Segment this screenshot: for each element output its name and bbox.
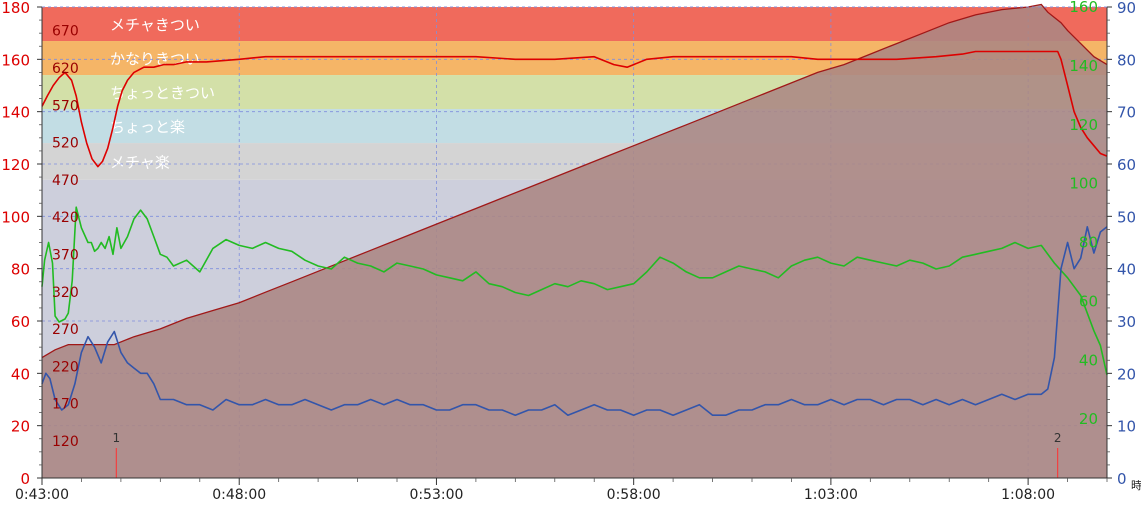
series-line-2 [41,206,1108,376]
lap-label-1: 1 [112,431,120,445]
left-inner-tick-label: 370 [52,248,79,264]
left-inner-tick-label: 670 [52,24,79,40]
area-outline [41,3,1108,359]
zone-label-1: メチャきつい [110,16,200,34]
area-series [41,3,1108,479]
right-inner-tick-label: 40 [1079,351,1098,369]
right-tick-label: 80 [1117,51,1136,69]
right-inner-tick-label: 80 [1079,234,1098,252]
right-inner-tick-label: 120 [1069,116,1098,134]
lap-label-2: 2 [1054,431,1062,445]
left-tick-label: 120 [1,156,30,174]
left-tick-label: 80 [11,261,30,279]
right-inner-tick-label: 100 [1069,175,1098,193]
x-tick-label: 0:58:00 [607,487,661,503]
right-tick-label: 20 [1117,365,1136,383]
x-tick-label: 0:43:00 [15,487,69,503]
right-tick-label: 40 [1117,261,1136,279]
zone-label-4: ちょっと楽 [110,118,185,136]
right-tick-label: 30 [1117,313,1136,331]
left-inner-tick-label: 270 [52,322,79,338]
left-inner-tick-label: 420 [52,210,79,226]
left-inner-tick-label: 220 [52,359,79,375]
right-inner-tick-label: 140 [1069,57,1098,75]
x-tick-label: 1:03:00 [804,487,858,503]
left-tick-label: 0 [20,470,30,488]
left-tick-label: 60 [11,313,30,331]
left-tick-label: 140 [1,104,30,122]
left-inner-tick-label: 620 [52,61,79,77]
series-line-1 [41,50,1108,168]
right-inner-tick-label: 60 [1079,292,1098,310]
right-tick-label: 50 [1117,208,1136,226]
right-tick-label: 0 [1117,470,1127,488]
right-tick-label: 60 [1117,156,1136,174]
area-fill [42,4,1107,479]
left-inner-tick-label: 470 [52,173,79,189]
left-tick-label: 160 [1,51,30,69]
right-tick-label: 90 [1117,0,1136,17]
x-tick-label: 0:48:00 [212,487,266,503]
zone-label-3: ちょっときつい [110,84,215,102]
zone-label-5: メチャ楽 [110,153,170,171]
line-series [41,50,1108,416]
left-inner-tick-label: 170 [52,397,79,413]
x-tick-label: 0:53:00 [409,487,463,503]
left-tick-label: 180 [1,0,30,17]
left-tick-label: 100 [1,208,30,226]
series-line-3 [41,226,1108,416]
right-inner-tick-label: 160 [1069,0,1098,16]
left-tick-label: 40 [11,365,30,383]
left-tick-label: 20 [11,418,30,436]
x-axis-extra-label: 時 [1131,479,1141,492]
axes [37,6,1112,485]
x-tick-label: 1:08:00 [1001,487,1055,503]
left-inner-tick-label: 570 [52,98,79,114]
right-tick-label: 70 [1117,104,1136,122]
right-inner-tick-label: 20 [1079,410,1098,428]
right-tick-label: 10 [1117,418,1136,436]
left-inner-tick-label: 320 [52,285,79,301]
left-inner-tick-label: 120 [52,434,79,450]
left-inner-tick-label: 520 [52,136,79,152]
